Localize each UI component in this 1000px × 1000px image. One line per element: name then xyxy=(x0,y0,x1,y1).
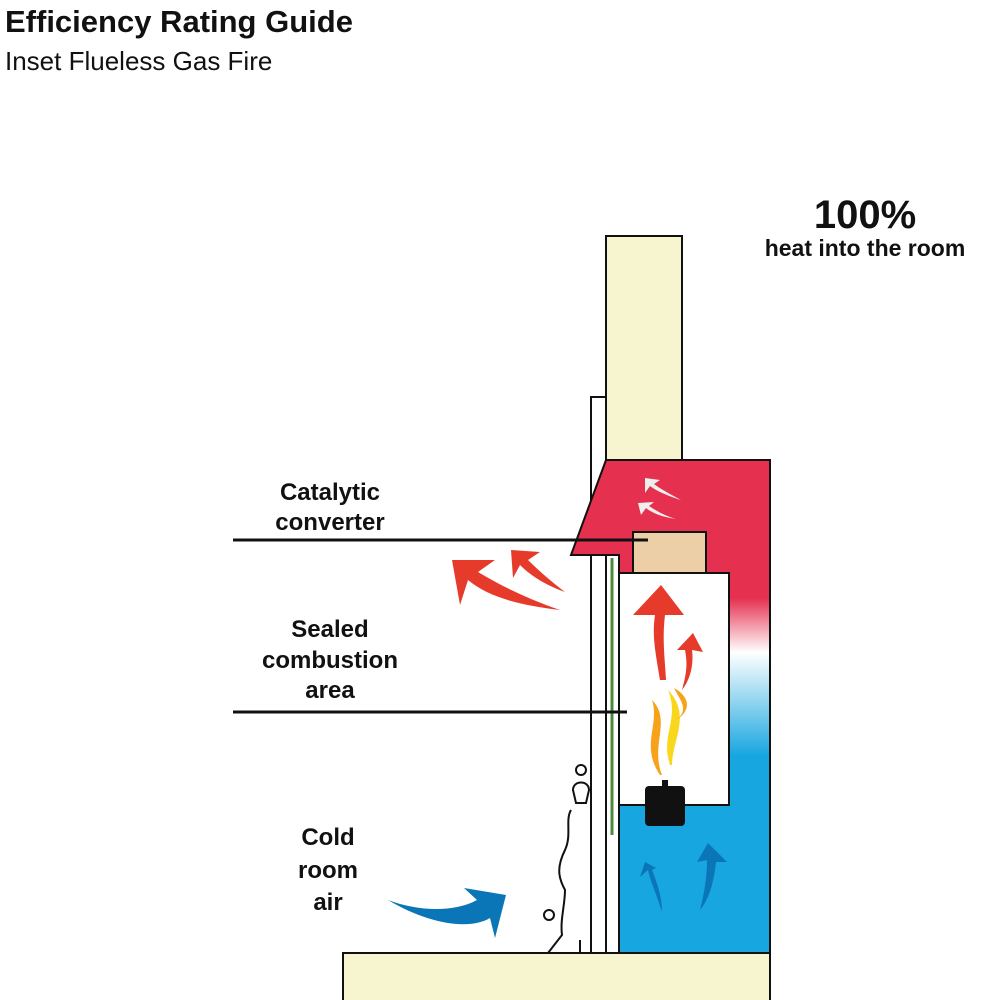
label-catalytic-1: Catalytic xyxy=(280,479,380,506)
efficiency-caption: heat into the room xyxy=(765,235,966,261)
burner-nozzle xyxy=(662,780,668,788)
page-title: Efficiency Rating Guide xyxy=(5,4,353,39)
label-sealed-3: area xyxy=(305,677,355,704)
white-air-arrows xyxy=(638,478,681,519)
page-subtitle: Inset Flueless Gas Fire xyxy=(5,46,272,76)
hearth-floor xyxy=(342,952,771,1000)
hot-air-arrows xyxy=(452,550,703,690)
cold-air-arrows xyxy=(388,843,727,938)
chimney-breast xyxy=(605,235,683,461)
catalytic-converter xyxy=(632,531,707,574)
label-cold-1: Cold xyxy=(301,824,354,851)
label-sealed-2: combustion xyxy=(262,647,398,674)
label-sealed-1: Sealed xyxy=(291,616,368,643)
label-cold-2: room xyxy=(298,857,358,884)
label-catalytic-2: converter xyxy=(275,509,384,536)
label-cold-3: air xyxy=(313,889,342,916)
flame-icon xyxy=(650,688,687,775)
efficiency-value: 100% xyxy=(814,193,916,237)
ornament-icon xyxy=(543,764,591,954)
burner xyxy=(645,786,685,826)
